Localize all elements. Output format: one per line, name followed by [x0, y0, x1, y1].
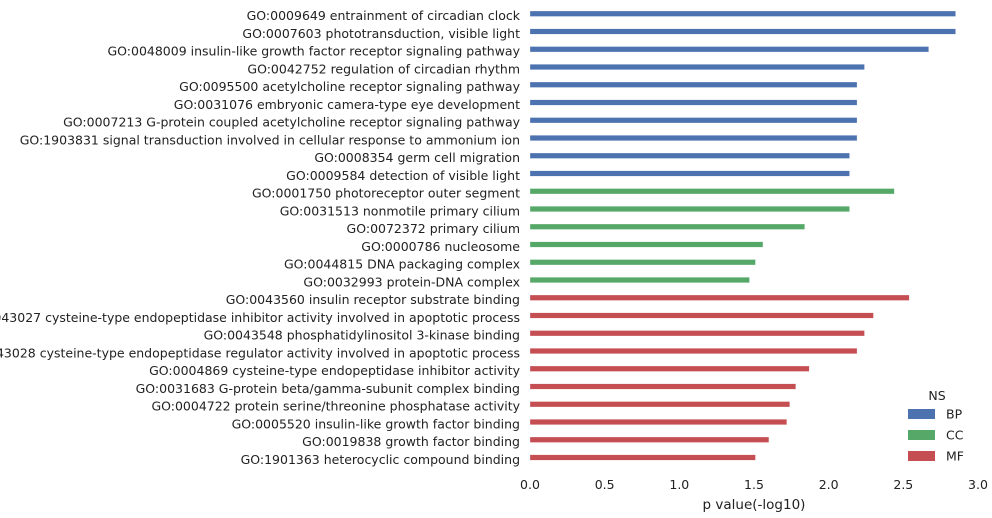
- bar-8: [529, 135, 858, 141]
- category-label-13: GO:0072372 primary cilium: [347, 221, 520, 236]
- category-label-24: GO:0005520 insulin-like growth factor bi…: [232, 416, 520, 431]
- legend-label-bp: BP: [946, 407, 963, 422]
- bar-21: [529, 365, 810, 372]
- category-label-6: GO:0031076 embryonic camera-type eye dev…: [174, 97, 520, 112]
- category-label-22: GO:0031683 G-protein beta/gamma-subunit …: [136, 381, 520, 396]
- bar-20: [529, 348, 858, 354]
- bar-22: [529, 383, 796, 390]
- legend-swatch-mf: [908, 451, 935, 461]
- bar-7: [529, 117, 858, 124]
- bar-9: [529, 152, 850, 159]
- category-label-16: GO:0032993 protein-DNA complex: [303, 274, 520, 289]
- x-tick-label-2: 0.5: [595, 477, 615, 492]
- category-label-10: GO:0009584 detection of visible light: [286, 168, 520, 183]
- x-tick-label-5: 2.0: [819, 477, 839, 492]
- bar-10: [529, 170, 850, 177]
- legend: NS BP CC MF: [908, 388, 964, 464]
- x-tick-label-1: 0.0: [520, 477, 540, 492]
- legend-swatch-bp: [908, 409, 935, 419]
- bar-25: [529, 436, 770, 443]
- bar-11: [529, 188, 895, 195]
- category-label-18: GO:0043027 cysteine-type endopeptidase i…: [0, 310, 520, 325]
- bar-19: [529, 330, 865, 337]
- category-label-8: GO:1903831 signal transduction involved …: [20, 132, 520, 147]
- bar-4: [529, 64, 865, 70]
- bar-26: [529, 454, 756, 461]
- x-axis-ticks: 0.0 0.5 1.0 1.5 2.0 2.5 3.0: [520, 477, 988, 492]
- bar-12: [529, 206, 850, 212]
- category-label-7: GO:0007213 G-protein coupled acetylcholi…: [63, 115, 520, 130]
- category-label-20: GO:0043028 cysteine-type endopeptidase r…: [0, 345, 520, 360]
- bar-14: [529, 241, 764, 248]
- category-label-12: GO:0031513 nonmotile primary cilium: [280, 203, 520, 218]
- bar-2: [529, 28, 956, 35]
- category-label-9: GO:0008354 germ cell migration: [314, 150, 520, 165]
- bar-13: [529, 223, 805, 230]
- legend-swatch-cc: [908, 430, 935, 440]
- bar-24: [529, 419, 788, 425]
- category-label-26: GO:1901363 heterocyclic compound binding: [241, 452, 520, 467]
- category-labels: GO:0009649 entrainment of circadian cloc…: [0, 8, 521, 467]
- x-tick-label-7: 3.0: [968, 477, 988, 492]
- category-label-4: GO:0042752 regulation of circadian rhyth…: [247, 61, 520, 76]
- bar-15: [529, 259, 756, 266]
- legend-title: NS: [928, 388, 945, 403]
- category-label-11: GO:0001750 photoreceptor outer segment: [252, 186, 520, 201]
- x-tick-label-3: 1.0: [669, 477, 689, 492]
- category-label-5: GO:0095500 acetylcholine receptor signal…: [179, 79, 520, 94]
- x-axis-title: p value(-log10): [703, 497, 806, 513]
- category-label-2: GO:0007603 phototransduction, visible li…: [242, 26, 520, 41]
- x-tick-label-6: 2.5: [893, 477, 913, 492]
- bar-1: [529, 10, 956, 17]
- bar-18: [529, 312, 874, 319]
- bar-16: [529, 277, 750, 283]
- category-label-3: GO:0048009 insulin-like growth factor re…: [107, 44, 520, 59]
- bar-5: [529, 81, 858, 88]
- legend-label-cc: CC: [946, 428, 964, 443]
- bar-17: [529, 294, 910, 301]
- legend-label-mf: MF: [946, 449, 964, 464]
- bars-layer: [529, 10, 956, 461]
- category-label-14: GO:0000786 nucleosome: [361, 239, 520, 254]
- category-label-1: GO:0009649 entrainment of circadian cloc…: [247, 8, 521, 23]
- x-tick-label-4: 1.5: [744, 477, 764, 492]
- category-label-17: GO:0043560 insulin receptor substrate bi…: [226, 292, 520, 307]
- category-label-25: GO:0019838 growth factor binding: [302, 434, 520, 449]
- category-label-15: GO:0044815 DNA packaging complex: [284, 257, 520, 272]
- category-label-21: GO:0004869 cysteine-type endopeptidase i…: [149, 363, 520, 378]
- bar-23: [529, 401, 790, 408]
- category-label-19: GO:0043548 phosphatidylinositol 3-kinase…: [204, 328, 520, 343]
- bar-6: [529, 99, 858, 106]
- bar-3: [529, 46, 929, 53]
- category-label-23: GO:0004722 protein serine/threonine phos…: [151, 399, 520, 414]
